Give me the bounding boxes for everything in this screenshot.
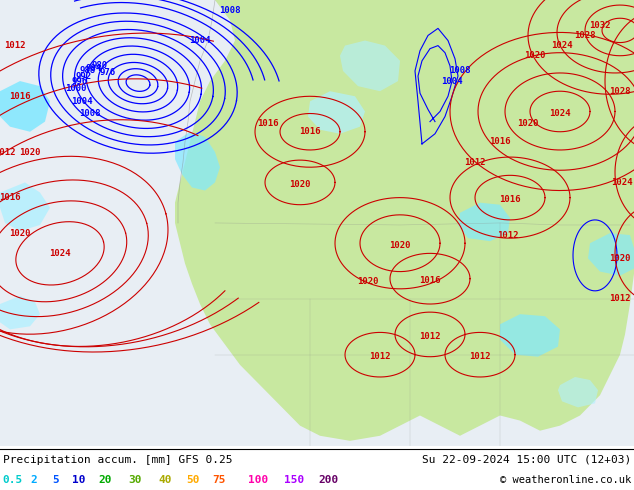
Text: 980: 980 bbox=[92, 61, 108, 71]
Text: 1028: 1028 bbox=[609, 87, 631, 96]
Text: 976: 976 bbox=[100, 69, 116, 77]
Text: 1004: 1004 bbox=[441, 76, 463, 86]
Text: 988: 988 bbox=[80, 67, 96, 75]
Text: 10: 10 bbox=[72, 475, 86, 485]
Text: 1020: 1020 bbox=[517, 119, 539, 128]
Text: 0.5: 0.5 bbox=[2, 475, 22, 485]
Text: 1024: 1024 bbox=[611, 178, 633, 187]
Text: 1028: 1028 bbox=[574, 31, 596, 40]
Text: 1012: 1012 bbox=[464, 158, 486, 167]
Text: 996: 996 bbox=[72, 76, 88, 86]
Polygon shape bbox=[458, 203, 510, 241]
Text: 1016: 1016 bbox=[489, 137, 511, 147]
Text: 1000: 1000 bbox=[65, 84, 87, 93]
Text: © weatheronline.co.uk: © weatheronline.co.uk bbox=[500, 475, 631, 485]
Text: 1012: 1012 bbox=[369, 352, 391, 361]
Text: 100: 100 bbox=[248, 475, 268, 485]
Text: 1012: 1012 bbox=[609, 294, 631, 303]
Text: 1024: 1024 bbox=[551, 41, 573, 50]
Text: 40: 40 bbox=[158, 475, 172, 485]
Text: 1032: 1032 bbox=[589, 21, 611, 30]
Text: Su 22-09-2024 15:00 UTC (12+03): Su 22-09-2024 15:00 UTC (12+03) bbox=[422, 455, 631, 465]
Text: 5: 5 bbox=[52, 475, 59, 485]
Text: 1012: 1012 bbox=[4, 41, 26, 50]
Polygon shape bbox=[588, 233, 634, 276]
Text: 1020: 1020 bbox=[609, 254, 631, 263]
Text: 30: 30 bbox=[128, 475, 141, 485]
Text: 200: 200 bbox=[318, 475, 339, 485]
Text: 1020: 1020 bbox=[389, 241, 411, 250]
Text: 1004: 1004 bbox=[190, 36, 210, 45]
Polygon shape bbox=[500, 0, 634, 193]
Text: 50: 50 bbox=[186, 475, 200, 485]
Text: 1012: 1012 bbox=[419, 332, 441, 341]
Text: 1016: 1016 bbox=[10, 92, 31, 101]
Polygon shape bbox=[0, 296, 40, 329]
Polygon shape bbox=[175, 132, 220, 191]
Text: 1016: 1016 bbox=[499, 195, 521, 204]
Polygon shape bbox=[340, 41, 400, 91]
Text: 1020: 1020 bbox=[289, 180, 311, 189]
Polygon shape bbox=[308, 91, 365, 134]
Text: 984: 984 bbox=[86, 64, 102, 74]
Polygon shape bbox=[175, 0, 634, 441]
Polygon shape bbox=[500, 314, 560, 357]
Text: 1012: 1012 bbox=[469, 352, 491, 361]
Text: 1020: 1020 bbox=[19, 147, 41, 156]
Text: 1020: 1020 bbox=[357, 277, 378, 286]
Text: 1004: 1004 bbox=[71, 97, 93, 106]
Text: 75: 75 bbox=[212, 475, 226, 485]
Text: 1016: 1016 bbox=[299, 127, 321, 136]
Text: 1024: 1024 bbox=[49, 249, 71, 258]
Text: 1012: 1012 bbox=[497, 231, 519, 240]
Text: Precipitation accum. [mm] GFS 0.25: Precipitation accum. [mm] GFS 0.25 bbox=[3, 455, 233, 465]
Text: 150: 150 bbox=[284, 475, 304, 485]
Text: 1024: 1024 bbox=[549, 109, 571, 118]
Polygon shape bbox=[0, 182, 50, 231]
Text: 1008: 1008 bbox=[79, 109, 101, 118]
Text: 1012: 1012 bbox=[0, 147, 16, 156]
Polygon shape bbox=[558, 377, 598, 407]
Text: 1016: 1016 bbox=[419, 276, 441, 285]
Text: 1008: 1008 bbox=[450, 67, 471, 75]
Text: 1008: 1008 bbox=[219, 5, 241, 15]
Text: 20: 20 bbox=[98, 475, 112, 485]
Text: 1020: 1020 bbox=[524, 51, 546, 60]
Text: 1016: 1016 bbox=[257, 119, 279, 128]
Text: 992: 992 bbox=[76, 72, 92, 80]
Polygon shape bbox=[0, 81, 50, 132]
Text: 2: 2 bbox=[30, 475, 37, 485]
Text: 1016: 1016 bbox=[0, 193, 21, 202]
Text: 1020: 1020 bbox=[10, 228, 31, 238]
